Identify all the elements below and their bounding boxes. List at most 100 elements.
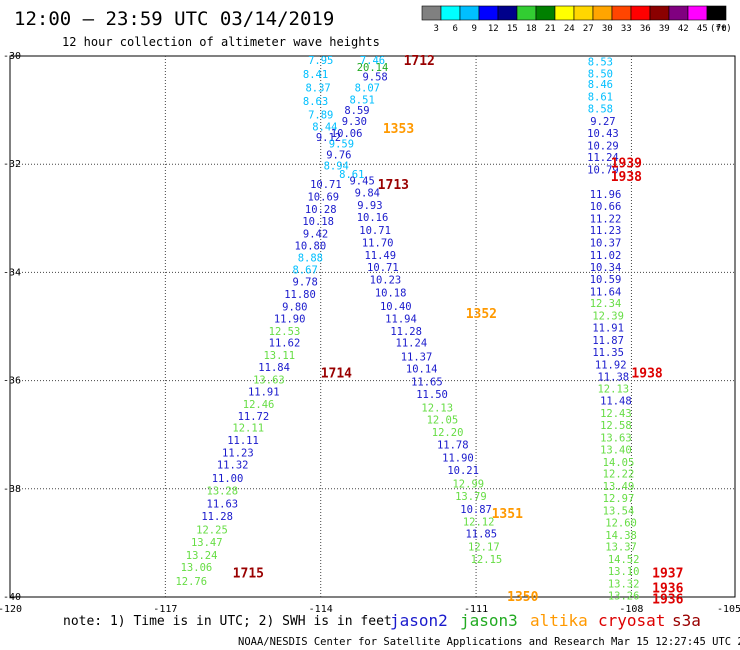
swh-value: 11.80 — [284, 289, 316, 301]
swh-value: 11.96 — [590, 189, 622, 201]
swh-value: 11.00 — [212, 473, 244, 485]
swh-value: 7.89 — [308, 109, 333, 121]
colorbar-swatch — [573, 5, 594, 21]
colorbar-swatch — [516, 5, 537, 21]
swh-value: 9.45 — [349, 175, 374, 187]
swh-value: 9.76 — [326, 149, 351, 161]
swh-value: 12.43 — [600, 408, 632, 420]
swh-value: 11.78 — [437, 439, 469, 451]
swh-value: 12.53 — [269, 326, 301, 338]
chart-subtitle: 12 hour collection of altimeter wave hei… — [62, 35, 380, 49]
x-tick-label: -114 — [309, 604, 333, 615]
colorbar-tick: 45 — [697, 24, 708, 34]
swh-value: 12.25 — [196, 524, 228, 536]
colorbar-unit: (ft) — [710, 24, 732, 34]
swh-value: 8.46 — [588, 79, 613, 91]
data-layer: 7.958.418.378.637.898.449.1210.7110.6910… — [175, 54, 683, 608]
swh-value: 9.59 — [329, 139, 354, 151]
swh-value: 13.10 — [608, 566, 640, 578]
swh-value: 11.23 — [590, 225, 622, 237]
colorbar-tick: 15 — [507, 24, 518, 34]
y-tick-label: -38 — [3, 484, 21, 495]
swh-value: 7.46 — [360, 55, 385, 67]
swh-value: 10.18 — [375, 287, 407, 299]
swh-value: 10.40 — [380, 301, 412, 313]
swh-value: 9.84 — [355, 187, 380, 199]
swh-value: 8.44 — [312, 121, 337, 133]
colorbar-swatch — [630, 5, 651, 21]
swh-value: 11.22 — [590, 213, 622, 225]
swh-value: 8.41 — [303, 69, 328, 81]
swh-value: 11.94 — [385, 313, 417, 325]
pass-time-label: 1936 — [652, 581, 683, 596]
colorbar-swatch — [497, 5, 518, 21]
swh-value: 10.18 — [302, 216, 334, 228]
swh-value: 12.12 — [463, 516, 495, 528]
swh-value: 10.14 — [406, 364, 438, 376]
pass-time-label: 1715 — [233, 567, 264, 582]
swh-value: 11.24 — [587, 152, 619, 164]
swh-value: 13.63 — [253, 375, 285, 387]
swh-value: 11.32 — [217, 459, 249, 471]
swh-value: 11.63 — [207, 498, 239, 510]
swh-value: 13.40 — [600, 444, 632, 456]
swh-value: 10.59 — [590, 274, 622, 286]
swh-value: 8.61 — [339, 169, 364, 181]
swh-value: 8.67 — [293, 265, 318, 277]
colorbar: 3 6 9 12 15 18 21 24 27 30 33 36 39 42 45 70 — [421, 5, 727, 34]
colorbar-tick: 42 — [678, 24, 689, 34]
swh-value: 8.94 — [324, 160, 349, 172]
swh-value: 10.37 — [590, 238, 622, 250]
legend-entry-jason3: jason3 — [460, 611, 518, 630]
x-tick-label: -108 — [619, 604, 643, 615]
pass-time-label: 1938 — [631, 366, 662, 381]
colorbar-tick: 39 — [659, 24, 670, 34]
grid-layer — [9, 55, 736, 598]
colorbar-swatch — [668, 5, 689, 21]
colorbar-tick: 70 — [716, 24, 727, 34]
swh-value: 13.24 — [186, 550, 218, 562]
colorbar-swatch — [478, 5, 499, 21]
swh-value: 9.80 — [282, 301, 307, 313]
x-tick-label: -105 — [717, 604, 740, 615]
swh-value: 9.78 — [293, 277, 318, 289]
swh-value: 8.88 — [298, 252, 323, 264]
swh-value: 11.90 — [274, 313, 306, 325]
swh-value: 10.69 — [307, 192, 339, 204]
swh-value: 10.43 — [587, 128, 619, 140]
swh-value: 20.14 — [357, 62, 389, 74]
swh-value: 11.38 — [597, 371, 629, 383]
swh-value: 11.50 — [416, 389, 448, 401]
swh-value: 12.99 — [452, 478, 484, 490]
swh-value: 8.07 — [355, 82, 380, 94]
y-tick-label: -34 — [3, 267, 21, 278]
colorbar-swatch — [687, 5, 708, 21]
swh-value: 10.06 — [331, 128, 363, 140]
colorbar-tick: 3 — [434, 24, 439, 34]
colorbar-swatch — [592, 5, 613, 21]
swh-value: 11.35 — [592, 347, 624, 359]
swh-value: 10.29 — [587, 140, 619, 152]
swh-value: 8.58 — [588, 103, 613, 115]
colorbar-tick: 9 — [472, 24, 477, 34]
swh-value: 10.28 — [305, 204, 337, 216]
footer-layer: note: 1) Time is in UTC; 2) SWH is in fe… — [63, 611, 740, 648]
swh-value: 11.37 — [401, 351, 433, 363]
pass-time-label: 1714 — [321, 366, 352, 381]
swh-value: 11.49 — [364, 250, 396, 262]
colorbar-swatch — [535, 5, 556, 21]
colorbar-swatch — [440, 5, 461, 21]
plot-frame — [9, 55, 736, 598]
swh-value: 14.05 — [603, 457, 635, 469]
swh-value: 9.93 — [357, 200, 382, 212]
swh-value: 12.76 — [175, 576, 207, 588]
swh-value: 10.79 — [587, 165, 619, 177]
y-tick-label: -32 — [3, 159, 21, 170]
swh-value: 10.16 — [357, 212, 389, 224]
swh-value: 9.30 — [342, 116, 367, 128]
swh-value: 11.24 — [396, 338, 428, 350]
swh-value: 14.52 — [608, 554, 640, 566]
pass-time-label: 1938 — [611, 170, 642, 185]
swh-value: 11.48 — [600, 396, 632, 408]
swh-value: 11.84 — [258, 362, 290, 374]
